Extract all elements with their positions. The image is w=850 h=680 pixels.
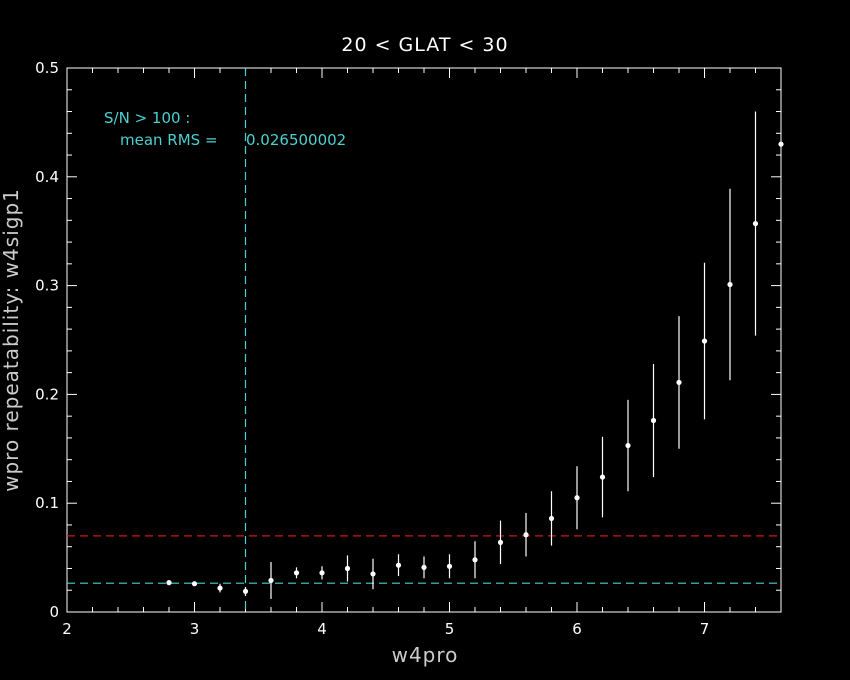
- data-point: [319, 570, 325, 576]
- data-point: [523, 532, 529, 538]
- data-point: [268, 577, 274, 584]
- x-tick-label: 4: [317, 620, 327, 638]
- data-point: [676, 379, 682, 386]
- y-tick-label: 0.4: [35, 168, 59, 186]
- data-point: [370, 571, 376, 577]
- chart-title: 20 < GLAT < 30: [341, 34, 509, 56]
- y-tick-label: 0.3: [35, 277, 59, 295]
- x-tick-label: 6: [572, 620, 582, 638]
- data-point: [548, 515, 555, 522]
- annotation-mean-rms-label: mean RMS =: [120, 131, 223, 149]
- data-point: [701, 338, 708, 344]
- x-tick-label: 3: [190, 620, 200, 638]
- y-tick-label: 0.2: [35, 385, 59, 403]
- data-point: [650, 417, 657, 424]
- data-point: [599, 474, 606, 480]
- data-point: [625, 442, 631, 449]
- data-point: [191, 581, 198, 587]
- x-axis-label: w4pro: [391, 643, 459, 667]
- y-tick-label: 0: [49, 603, 59, 621]
- data-point: [472, 557, 478, 563]
- annotation-sn-threshold: S/N > 100 :: [104, 109, 191, 127]
- data-point: [752, 220, 759, 227]
- plot-frame: [66, 67, 782, 613]
- data-point: [446, 563, 453, 569]
- data-point: [217, 585, 223, 591]
- data-point: [242, 588, 249, 594]
- data-point: [166, 580, 172, 586]
- x-tick-label: 5: [445, 620, 455, 638]
- data-point: [574, 495, 580, 501]
- annotation-mean-rms-value: 0.026500002: [246, 131, 347, 149]
- x-tick-label: 7: [700, 620, 710, 638]
- x-tick-label: 2: [62, 620, 72, 638]
- y-tick-label: 0.5: [35, 59, 59, 77]
- data-point: [727, 281, 733, 288]
- data-point: [421, 564, 427, 570]
- y-tick-label: 0.1: [35, 494, 59, 512]
- data-point: [395, 562, 402, 568]
- data-point: [293, 570, 300, 576]
- data-point: [497, 539, 504, 545]
- y-axis-label: wpro repeatability: w4sigp1: [0, 188, 23, 492]
- data-point: [344, 565, 351, 572]
- data-point: [778, 141, 784, 147]
